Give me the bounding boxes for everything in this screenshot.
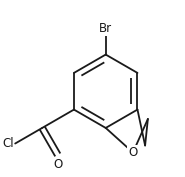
- Text: Cl: Cl: [2, 137, 14, 150]
- Text: O: O: [53, 158, 62, 171]
- Text: O: O: [128, 146, 138, 159]
- Text: Br: Br: [99, 22, 112, 35]
